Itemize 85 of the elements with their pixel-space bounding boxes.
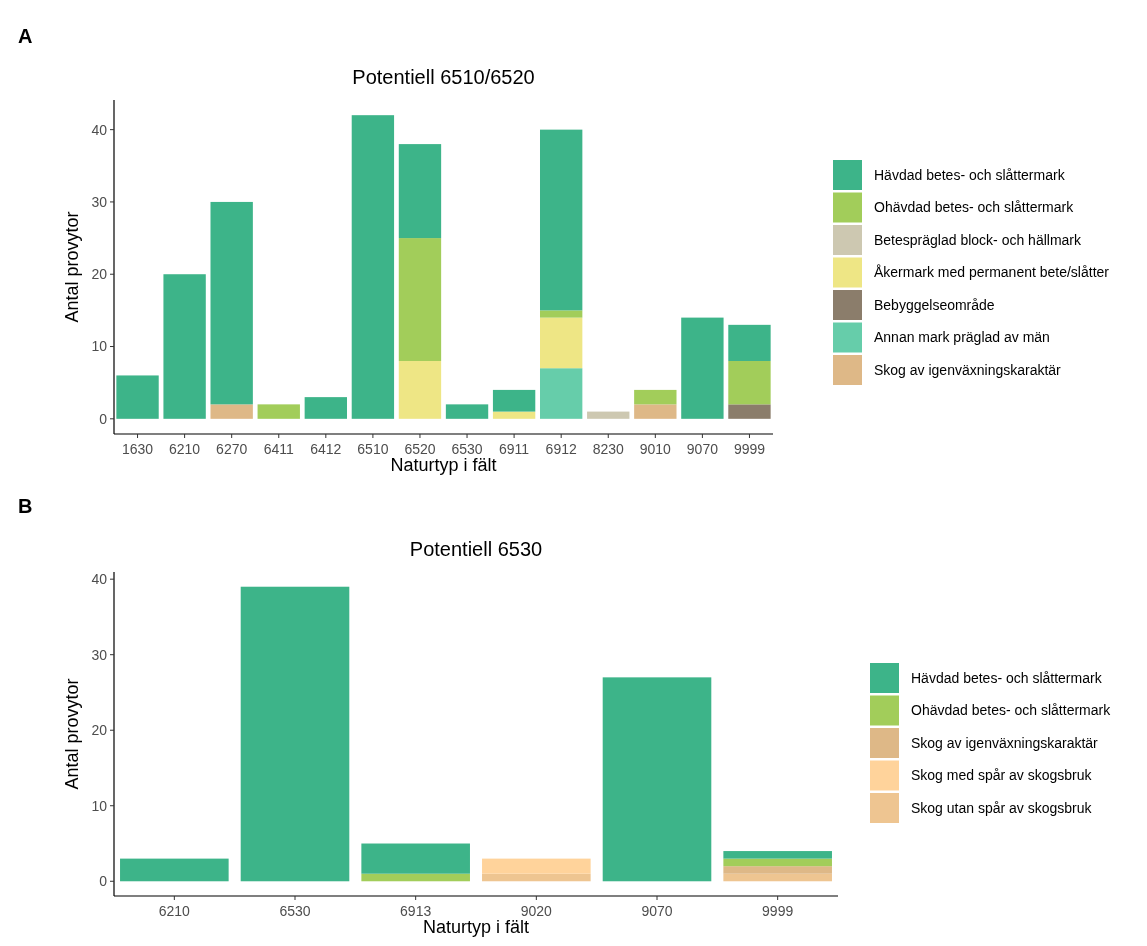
x-tick-label: 9020: [520, 903, 553, 919]
y-tick-label: 20: [91, 266, 108, 283]
bar: [116, 375, 159, 419]
bar: [351, 115, 395, 419]
bar: [602, 677, 712, 882]
bar: [210, 201, 253, 405]
legend-label: Bebyggelseområde: [874, 296, 995, 313]
x-tick-label: 8230: [592, 441, 625, 457]
x-tick-label: 6913: [400, 903, 432, 919]
x-tick-label: 6520: [404, 441, 436, 457]
x-tick-label: 6530: [279, 903, 311, 919]
bar: [257, 404, 300, 419]
text: B: [18, 495, 33, 517]
text: A: [18, 25, 33, 47]
bar: [482, 873, 591, 882]
legend-label: Annan mark präglad av män: [874, 329, 1050, 346]
y-tick-label: 10: [91, 797, 108, 814]
x-tick-label: 6210: [158, 903, 191, 919]
legend-label: Betespräglad block- och hällmark: [874, 231, 1082, 248]
bar: [492, 411, 536, 419]
bar: [163, 274, 206, 419]
bar: [240, 586, 350, 882]
legend-label: Skog med spår av skogsbruk: [911, 767, 1093, 784]
bar: [210, 404, 253, 419]
y-tick-label: 40: [91, 571, 108, 588]
legend-label: Skog utan spår av skogsbruk: [911, 799, 1093, 816]
bar: [482, 858, 591, 874]
x-axis-title: Naturtyp i fält: [422, 917, 530, 937]
bar: [728, 360, 771, 405]
legend-label: Åkermark med permanent bete/slåtter: [874, 264, 1110, 281]
x-tick-label: 9999: [733, 441, 766, 457]
bar: [634, 404, 677, 419]
bar: [361, 843, 470, 874]
bar: [361, 873, 470, 882]
x-tick-label: 6911: [499, 441, 530, 457]
bar: [723, 866, 832, 874]
y-tick-label: 0: [99, 873, 108, 890]
x-tick-label: 9010: [639, 441, 672, 457]
bar: [398, 360, 442, 419]
legend-label: Ohävdad betes- och slåttermark: [911, 702, 1112, 719]
legend-label: Skog av igenväxningskaraktär: [911, 734, 1099, 751]
bar: [723, 873, 832, 882]
y-tick-label: 30: [91, 646, 108, 663]
x-tick-label: 6210: [169, 441, 201, 457]
x-tick-label: 6411: [263, 441, 295, 457]
x-tick-label: 6510: [357, 441, 389, 457]
x-tick-label: 1630: [121, 441, 154, 457]
bar: [540, 317, 583, 369]
x-tick-label: 6912: [545, 441, 577, 457]
y-tick-label: 40: [91, 121, 108, 138]
bar: [723, 851, 832, 859]
legend-label: Hävdad betes- och slåttermark: [874, 166, 1066, 183]
y-tick-label: 10: [91, 338, 108, 355]
bar: [634, 389, 677, 405]
x-tick-label: 9070: [686, 441, 719, 457]
bar: [492, 389, 536, 412]
bar: [587, 411, 630, 419]
bar: [445, 404, 489, 419]
y-axis-title: Antal provytor: [62, 211, 82, 323]
legend-label: Ohävdad betes- och slåttermark: [874, 199, 1075, 216]
x-tick-label: 9999: [762, 903, 794, 919]
bar: [728, 404, 771, 419]
y-tick-label: 20: [91, 722, 108, 739]
chart-title: Potentiell 6510/6520: [352, 66, 535, 88]
bar: [540, 129, 583, 311]
bar: [120, 858, 229, 882]
x-tick-label: 9070: [641, 903, 673, 919]
x-axis-title: Naturtyp i fält: [390, 455, 497, 475]
bar: [728, 324, 771, 361]
y-tick-label: 30: [91, 193, 108, 210]
bar: [304, 397, 347, 419]
chart-title: Potentiell 6530: [409, 538, 543, 560]
legend-label: Skog av igenväxningskaraktär: [874, 361, 1062, 378]
y-tick-label: 0: [99, 410, 108, 427]
bar: [398, 238, 442, 361]
legend-label: Hävdad betes- och slåttermark: [911, 669, 1103, 686]
x-tick-label: 6530: [451, 441, 483, 457]
x-tick-label: 6270: [216, 441, 248, 457]
bar: [540, 368, 583, 419]
y-axis-title: Antal provytor: [62, 678, 82, 790]
bar: [681, 317, 724, 419]
bar: [723, 858, 832, 867]
x-tick-label: 6412: [310, 441, 342, 457]
bar: [398, 144, 442, 239]
bar: [540, 310, 583, 318]
